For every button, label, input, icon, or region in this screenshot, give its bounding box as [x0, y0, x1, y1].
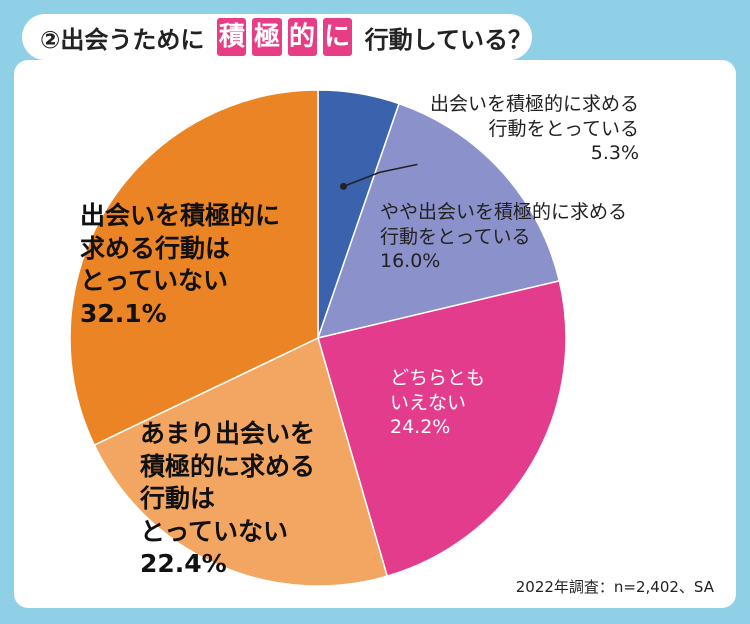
slice-label-3: あまり出会いを 積極的に求める 行動は とっていない 22.4% — [140, 418, 315, 581]
title-highlight-char: 極 — [252, 18, 282, 56]
slice-label-0: 出会いを積極的に求める 行動をとっている 5.3% — [430, 92, 639, 166]
slice-label-line: どちらとも — [390, 367, 486, 389]
slice-label-line: 求める行動は — [80, 233, 231, 263]
slice-label-line: やや出会いを積極的に求める — [380, 201, 628, 223]
slice-value: 16.0% — [380, 250, 441, 273]
slice-value: 24.2% — [390, 416, 451, 439]
slice-value: 22.4% — [140, 549, 227, 578]
slice-label-2: どちらとも いえない 24.2% — [390, 366, 485, 440]
chart-title: ②出会うために 積 極 的 に 行動している？ — [22, 14, 532, 60]
slice-label-line: 出会いを積極的に — [80, 201, 281, 230]
title-suffix: 行動している？ — [364, 25, 532, 54]
pie-slice-1 — [316, 102, 561, 340]
leader-dot — [339, 182, 347, 190]
leader-line — [343, 163, 418, 188]
title-prefix: ②出会うために — [40, 25, 205, 54]
slice-label-line: あまり出会いを — [140, 419, 316, 448]
slice-label-line: 行動をとっている — [380, 225, 531, 248]
pie-slice-3 — [93, 336, 389, 587]
slice-label-4: 出会いを積極的に 求める行動は とっていない 32.1% — [80, 200, 280, 330]
slice-label-line: 積極的に求める — [140, 451, 316, 481]
slice-label-line: 出会いを積極的に求める — [430, 93, 640, 115]
pie-slice-2 — [317, 279, 567, 578]
slice-value: 5.3% — [590, 142, 640, 165]
title-highlight-char: 積 — [217, 18, 247, 56]
slice-label-line: 行動は — [140, 484, 216, 513]
title-highlight-char: 的 — [287, 18, 317, 56]
slice-label-line: とっていない — [80, 266, 229, 295]
slice-value: 32.1% — [80, 298, 167, 328]
survey-source-note: 2022年調査：n=2,402、SA — [515, 578, 714, 596]
slice-label-1: やや出会いを積極的に求める 行動をとっている 16.0% — [380, 200, 627, 274]
pie-slice-4 — [69, 89, 319, 447]
title-highlight-char: に — [322, 18, 352, 56]
slice-label-line: 行動をとっている — [488, 117, 640, 140]
slice-label-line: いえない — [390, 391, 467, 414]
slice-label-line: とっていない — [140, 516, 289, 546]
